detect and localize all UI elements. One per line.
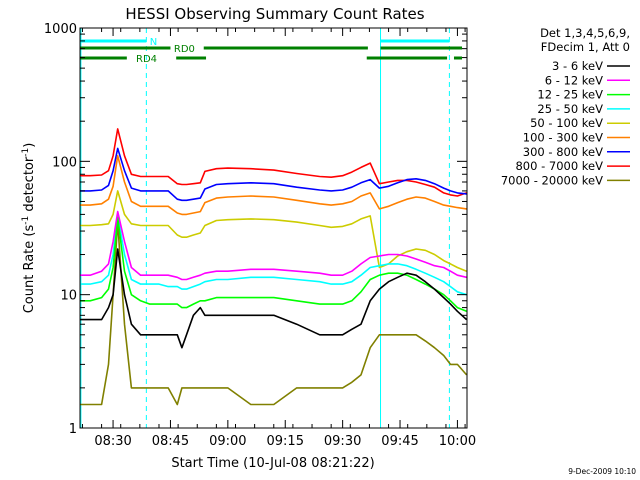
y-axis-label-sup-2: -1	[21, 148, 31, 157]
x-tick-label-6: 10:00	[439, 434, 476, 449]
series-line-50-100-kev	[80, 190, 467, 272]
flag-label-n: N	[150, 37, 157, 48]
legend-header-line-1: Det 1,3,4,5,6,9,	[540, 26, 630, 40]
legend-label-3: 25 - 50 keV	[537, 102, 603, 116]
y-axis-label-main: Count Rate (s	[22, 225, 37, 314]
legend-label-6: 300 - 800 keV	[523, 145, 603, 159]
series-line-3-6-kev	[80, 248, 468, 349]
series-line-6-12-kev	[80, 210, 467, 281]
x-tick-label-4: 09:30	[324, 434, 361, 449]
y-axis-label: Count Rate (s-1 detector-1)	[21, 143, 37, 314]
series-line-25-50-kev	[80, 213, 467, 296]
series-line-7000-20000-kev	[80, 221, 468, 406]
y-tick-label-2: 100	[52, 155, 77, 170]
legend-label-5: 100 - 300 keV	[523, 131, 603, 145]
y-axis-label-mid: detector	[22, 156, 37, 216]
x-axis: 08:30 08:45 09:00 09:15 09:30 09:45 10:00	[81, 28, 476, 449]
legend-label-2: 12 - 25 keV	[537, 88, 603, 102]
x-tick-label-5: 09:45	[381, 434, 418, 449]
y-axis: 1 10 100 1000	[44, 22, 467, 437]
y-axis-label-end: )	[22, 143, 37, 148]
series-line-300-800-kev	[80, 147, 467, 202]
series-line-100-300-kev	[80, 155, 467, 216]
legend: Det 1,3,4,5,6,9, FDecim 1, Att 0 3 - 6 k…	[501, 26, 630, 187]
y-tick-label-1: 10	[60, 289, 77, 304]
y-axis-label-sup-1: -1	[21, 216, 31, 225]
x-tick-label-1: 08:45	[152, 434, 189, 449]
plot-area: N RD0 RD4	[80, 28, 468, 428]
x-tick-label-0: 08:30	[94, 434, 131, 449]
legend-label-8: 7000 - 20000 keV	[501, 173, 603, 187]
series-line-12-25-kev	[80, 216, 467, 313]
legend-label-7: 800 - 7000 keV	[515, 159, 603, 173]
y-tick-label-0: 1	[69, 422, 77, 437]
flag-label-rd4: RD4	[136, 54, 157, 65]
footer-timestamp: 9-Dec-2009 10:10	[568, 467, 636, 476]
x-tick-label-3: 09:15	[267, 434, 304, 449]
chart-title: HESSI Observing Summary Count Rates	[125, 5, 424, 23]
series-line-800-7000-kev	[80, 128, 467, 197]
legend-label-0: 3 - 6 keV	[552, 59, 603, 73]
y-tick-label-3: 1000	[44, 22, 77, 37]
legend-label-1: 6 - 12 keV	[545, 73, 603, 87]
x-axis-label: Start Time (10-Jul-08 08:21:22)	[171, 456, 374, 471]
x-tick-label-2: 09:00	[209, 434, 246, 449]
legend-label-4: 50 - 100 keV	[530, 116, 603, 130]
legend-header-line-2: FDecim 1, Att 0	[541, 40, 630, 54]
flag-label-rd0: RD0	[174, 44, 195, 55]
